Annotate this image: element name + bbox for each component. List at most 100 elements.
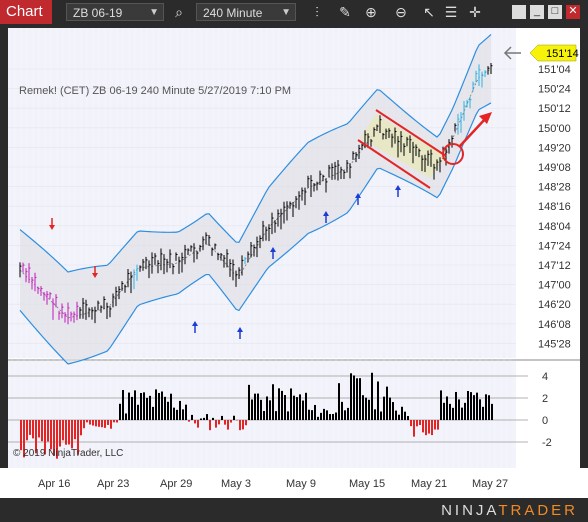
chevron-down-icon: ▼ bbox=[281, 7, 291, 18]
volume-bar bbox=[32, 420, 34, 439]
volume-bar bbox=[287, 411, 289, 420]
volume-bar bbox=[140, 393, 142, 420]
volume-bar bbox=[404, 411, 406, 420]
volume-bar bbox=[458, 399, 460, 420]
volume-bar bbox=[194, 420, 196, 424]
volume-bar bbox=[278, 388, 280, 420]
chart-canvas[interactable]: Remek! (CET) ZB 06-19 240 Minute 5/27/20… bbox=[8, 28, 580, 468]
volume-bar bbox=[122, 390, 124, 420]
price-label: 149'08 bbox=[538, 162, 571, 174]
volume-bar bbox=[68, 420, 70, 445]
volume-bar bbox=[206, 414, 208, 420]
minimize-icon[interactable]: _ bbox=[530, 5, 544, 19]
volume-bar bbox=[302, 400, 304, 420]
volume-bar bbox=[110, 420, 112, 429]
volume-bar bbox=[23, 420, 25, 458]
cursor-pointer-icon[interactable]: ↖ bbox=[423, 4, 435, 20]
volume-bar bbox=[416, 420, 418, 427]
volume-bar bbox=[185, 404, 187, 420]
window-color-icon[interactable] bbox=[512, 5, 526, 19]
pencil-draw-icon[interactable]: ✎ bbox=[339, 4, 351, 20]
signal-arrow-head bbox=[395, 185, 401, 190]
volume-bar bbox=[149, 395, 151, 420]
volume-bar bbox=[245, 420, 247, 426]
volume-label: -2 bbox=[542, 437, 552, 449]
volume-bar bbox=[470, 392, 472, 420]
chart-tab[interactable]: Chart bbox=[0, 0, 52, 24]
price-label: 150'00 bbox=[538, 123, 571, 135]
date-label: May 9 bbox=[286, 478, 316, 490]
volume-bar bbox=[200, 418, 202, 420]
brand-name-left: NINJA bbox=[441, 502, 499, 519]
volume-bar bbox=[401, 406, 403, 420]
volume-bar bbox=[365, 397, 367, 420]
price-label: 146'08 bbox=[538, 319, 571, 331]
volume-bar bbox=[155, 389, 157, 420]
crosshair-icon[interactable]: ✛ bbox=[469, 4, 481, 20]
volume-bar bbox=[305, 392, 307, 420]
volume-bar bbox=[281, 390, 283, 420]
volume-bar bbox=[146, 397, 148, 420]
instrument-selector[interactable]: ZB 06-19 ▼ bbox=[66, 3, 164, 21]
volume-bar bbox=[308, 409, 310, 420]
volume-bar bbox=[299, 394, 301, 420]
date-axis: Apr 16 Apr 23 Apr 29 May 3 May 9 May 15 May 21… bbox=[0, 468, 588, 498]
price-label: 146'20 bbox=[538, 299, 571, 311]
brand-name-right: TRADER bbox=[498, 502, 578, 519]
volume-bar bbox=[407, 416, 409, 420]
close-icon[interactable]: ✕ bbox=[566, 5, 580, 19]
instrument-label: ZB 06-19 bbox=[73, 6, 123, 20]
volume-bar bbox=[227, 420, 229, 430]
volume-bar bbox=[167, 401, 169, 420]
date-label: Apr 29 bbox=[160, 478, 192, 490]
properties-icon[interactable]: ☰ bbox=[444, 4, 458, 20]
volume-bar bbox=[218, 420, 220, 425]
volume-bar bbox=[341, 401, 343, 420]
volume-bar bbox=[80, 420, 82, 436]
volume-bar bbox=[413, 420, 415, 437]
volume-bar bbox=[296, 397, 298, 420]
volume-bar bbox=[422, 420, 424, 433]
volume-bar bbox=[50, 420, 52, 450]
bar-type-icon[interactable]: ⫶ bbox=[315, 4, 319, 20]
volume-bar bbox=[134, 390, 136, 420]
volume-label: 4 bbox=[542, 371, 548, 383]
volume-bar bbox=[359, 378, 361, 420]
price-label: 150'24 bbox=[538, 84, 571, 96]
volume-bar bbox=[488, 395, 490, 420]
volume-label: 2 bbox=[542, 393, 548, 405]
volume-bar bbox=[350, 373, 352, 420]
volume-bar bbox=[86, 420, 88, 423]
volume-bar bbox=[290, 388, 292, 420]
scroll-back-arrow-icon[interactable] bbox=[503, 46, 521, 60]
volume-bar bbox=[182, 409, 184, 420]
volume-bar bbox=[353, 375, 355, 420]
volume-bar bbox=[95, 420, 97, 427]
volume-bar bbox=[272, 384, 274, 420]
volume-bar bbox=[431, 420, 433, 436]
volume-bar bbox=[440, 390, 442, 420]
zoom-in-icon[interactable]: ⊕ bbox=[365, 4, 377, 20]
volume-bar bbox=[251, 399, 253, 420]
price-label: 149'20 bbox=[538, 142, 571, 154]
signal-arrow-head bbox=[192, 321, 198, 326]
interval-selector[interactable]: 240 Minute ▼ bbox=[196, 3, 296, 21]
date-label: May 3 bbox=[221, 478, 251, 490]
date-label: Apr 16 bbox=[38, 478, 70, 490]
volume-bar bbox=[233, 415, 235, 420]
search-icon[interactable]: ⌕ bbox=[175, 4, 183, 20]
maximize-icon[interactable]: □ bbox=[548, 5, 562, 19]
ninjatrader-logo: NINJATRADER bbox=[441, 502, 578, 519]
volume-bar bbox=[107, 420, 109, 425]
volume-bar bbox=[326, 410, 328, 420]
volume-bar bbox=[101, 420, 103, 428]
chart-panel[interactable]: Remek! (CET) ZB 06-19 240 Minute 5/27/20… bbox=[8, 28, 580, 468]
volume-bar bbox=[449, 403, 451, 420]
date-axis-labels: Apr 16 Apr 23 Apr 29 May 3 May 9 May 15 May 21… bbox=[38, 478, 508, 490]
volume-bar bbox=[26, 420, 28, 441]
volume-bar bbox=[62, 420, 64, 441]
volume-bar bbox=[104, 420, 106, 428]
last-price-label: 151'14 bbox=[546, 48, 579, 60]
zoom-out-icon[interactable]: ⊖ bbox=[395, 4, 407, 20]
volume-bar bbox=[479, 399, 481, 420]
